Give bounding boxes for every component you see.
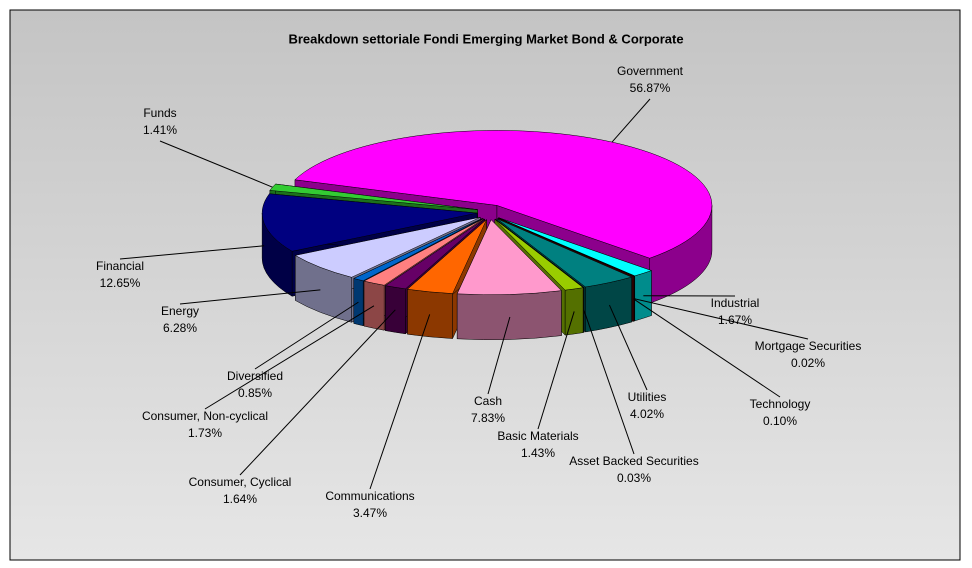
- slice-side: [565, 288, 583, 335]
- data-label-name: Cash: [474, 394, 502, 408]
- data-label-value: 0.10%: [763, 414, 797, 428]
- data-label-name: Government: [617, 64, 684, 78]
- data-label-value: 3.47%: [353, 506, 387, 520]
- slice-side: [385, 286, 405, 334]
- data-label-name: Energy: [161, 304, 199, 318]
- data-label-value: 0.03%: [617, 471, 651, 485]
- data-label-value: 1.43%: [521, 446, 555, 460]
- data-label-value: 4.02%: [630, 407, 664, 421]
- data-label-name: Funds: [143, 106, 176, 120]
- data-label-name: Utilities: [628, 390, 667, 404]
- data-label-name: Consumer, Non-cyclical: [142, 409, 268, 423]
- data-label-value: 12.65%: [100, 276, 141, 290]
- data-label-value: 56.87%: [630, 81, 671, 95]
- data-label-value: 0.02%: [791, 356, 825, 370]
- data-label-value: 1.64%: [223, 492, 257, 506]
- pie: [262, 130, 712, 339]
- data-label-value: 0.85%: [238, 386, 272, 400]
- data-label-name: Mortgage Securities: [755, 339, 862, 353]
- data-label-name: Basic Materials: [497, 429, 578, 443]
- slice-side: [364, 281, 384, 330]
- data-label-value: 1.73%: [188, 426, 222, 440]
- chart-title: Breakdown settoriale Fondi Emerging Mark…: [288, 31, 683, 46]
- slice-side: [407, 289, 452, 338]
- data-label-name: Diversified: [227, 369, 283, 383]
- data-label-value: 1.41%: [143, 123, 177, 137]
- slice-side: [354, 278, 363, 325]
- data-label-name: Communications: [325, 489, 414, 503]
- data-label-value: 7.83%: [471, 411, 505, 425]
- data-label-name: Technology: [750, 397, 811, 411]
- data-label-value: 6.28%: [163, 321, 197, 335]
- data-label-name: Industrial: [711, 296, 760, 310]
- data-label-name: Financial: [96, 259, 144, 273]
- data-label-name: Asset Backed Securities: [569, 454, 698, 468]
- slice-side: [457, 291, 561, 340]
- data-label-name: Consumer, Cyclical: [189, 475, 292, 489]
